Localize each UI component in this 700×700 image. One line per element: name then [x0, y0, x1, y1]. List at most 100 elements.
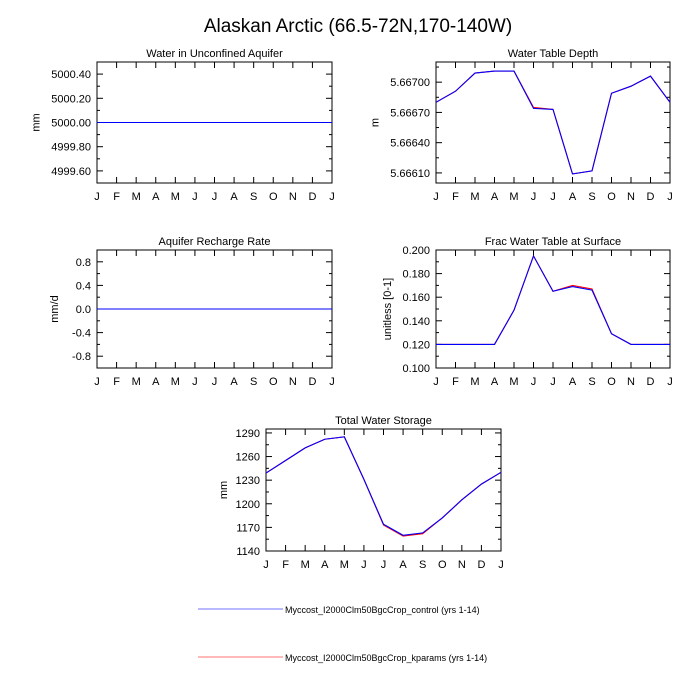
x-tick-label: J — [498, 559, 504, 571]
legend-item-control: Myccost_I2000Clm50BgcCrop_control (yrs 1… — [198, 605, 480, 615]
x-tick-label: D — [477, 559, 485, 571]
x-tick-label: O — [438, 559, 447, 571]
y-tick-label: 0.200 — [402, 245, 430, 257]
x-tick-label: A — [491, 376, 499, 388]
y-axis-label: mm — [218, 481, 230, 499]
x-tick-label: M — [470, 376, 479, 388]
x-tick-label: J — [329, 376, 335, 388]
y-tick-label: 5.66640 — [390, 138, 430, 150]
x-tick-label: S — [588, 376, 595, 388]
x-tick-label: J — [531, 376, 537, 388]
x-tick-label: A — [321, 559, 329, 571]
x-tick-label: D — [308, 191, 316, 203]
y-tick-label: 1170 — [236, 522, 260, 534]
x-tick-label: A — [569, 376, 577, 388]
y-tick-label: 0.0 — [76, 304, 91, 316]
x-tick-label: S — [419, 559, 426, 571]
y-tick-label: 1290 — [236, 428, 260, 440]
x-tick-label: F — [113, 376, 120, 388]
x-tick-label: O — [607, 376, 616, 388]
y-tick-label: 4999.60 — [51, 166, 91, 178]
plot-frame — [265, 428, 502, 552]
x-tick-label: J — [361, 559, 367, 571]
y-tick-label: 5000.20 — [51, 93, 91, 105]
x-tick-label: N — [627, 191, 635, 203]
y-tick-label: 1200 — [236, 499, 260, 511]
page-title: Alaskan Arctic (66.5-72N,170-140W) — [204, 16, 512, 37]
x-tick-label: D — [647, 376, 655, 388]
x-tick-label: O — [269, 191, 278, 203]
chart-title: Frac Water Table at Surface — [485, 236, 621, 248]
x-tick-label: M — [132, 191, 141, 203]
y-tick-label: 5.66610 — [390, 168, 430, 180]
y-tick-label: 5000.00 — [51, 118, 91, 130]
x-tick-label: D — [308, 376, 316, 388]
x-tick-label: M — [340, 559, 349, 571]
series-line-control — [265, 436, 502, 536]
x-tick-label: M — [509, 376, 518, 388]
y-axis-label: mm — [31, 113, 43, 131]
x-tick-label: S — [250, 376, 257, 388]
x-tick-label: A — [230, 376, 238, 388]
x-tick-label: J — [94, 191, 100, 203]
x-tick-label: J — [192, 191, 198, 203]
x-tick-label: J — [263, 559, 269, 571]
x-tick-label: J — [94, 376, 100, 388]
x-tick-label: F — [113, 191, 120, 203]
series-line-control — [436, 254, 670, 345]
legend: Myccost_I2000Clm50BgcCrop_control (yrs 1… — [198, 605, 487, 663]
x-tick-label: A — [399, 559, 407, 571]
x-tick-label: J — [433, 376, 439, 388]
x-tick-label: M — [509, 191, 518, 203]
x-tick-label: M — [301, 559, 310, 571]
y-tick-label: 0.4 — [76, 280, 91, 292]
x-tick-label: S — [250, 191, 257, 203]
y-tick-label: 0.8 — [76, 257, 91, 269]
y-axis-label: m — [370, 118, 382, 127]
legend-label-kparams: Myccost_I2000Clm50BgcCrop_kparams (yrs 1… — [285, 653, 487, 663]
x-tick-label: N — [289, 191, 297, 203]
x-tick-label: J — [531, 191, 537, 203]
y-tick-label: 1230 — [236, 475, 260, 487]
y-tick-label: -0.4 — [72, 328, 91, 340]
legend-label-control: Myccost_I2000Clm50BgcCrop_control (yrs 1… — [285, 605, 480, 615]
chart-title: Water Table Depth — [508, 48, 599, 60]
x-tick-label: N — [627, 376, 635, 388]
x-tick-label: O — [269, 376, 278, 388]
x-tick-label: J — [329, 191, 335, 203]
x-tick-label: J — [667, 191, 673, 203]
y-tick-label: -0.8 — [72, 351, 91, 363]
x-tick-label: J — [667, 376, 673, 388]
chart-title: Total Water Storage — [335, 415, 432, 427]
y-tick-label: 1140 — [236, 546, 260, 558]
chart-title: Water in Unconfined Aquifer — [146, 48, 283, 60]
series-line-kparams — [436, 254, 670, 345]
x-tick-label: J — [381, 559, 387, 571]
x-tick-label: J — [550, 191, 556, 203]
y-tick-label: 0.180 — [402, 269, 430, 281]
y-axis-label: mm/d — [49, 295, 61, 323]
y-tick-label: 5.66670 — [390, 107, 430, 119]
x-tick-label: A — [230, 191, 238, 203]
x-tick-label: J — [212, 191, 218, 203]
y-tick-label: 0.120 — [402, 339, 430, 351]
chart-title: Aquifer Recharge Rate — [159, 236, 271, 248]
x-tick-label: O — [607, 191, 616, 203]
x-tick-label: J — [212, 376, 218, 388]
x-tick-label: M — [132, 376, 141, 388]
x-tick-label: M — [470, 191, 479, 203]
y-tick-label: 5.66700 — [390, 77, 430, 89]
x-tick-label: S — [588, 191, 595, 203]
x-tick-label: D — [647, 191, 655, 203]
x-tick-label: F — [282, 559, 289, 571]
series-line-kparams — [435, 70, 671, 175]
legend-item-kparams: Myccost_I2000Clm50BgcCrop_kparams (yrs 1… — [198, 653, 487, 663]
plot-frame — [435, 61, 671, 184]
x-tick-label: A — [491, 191, 499, 203]
